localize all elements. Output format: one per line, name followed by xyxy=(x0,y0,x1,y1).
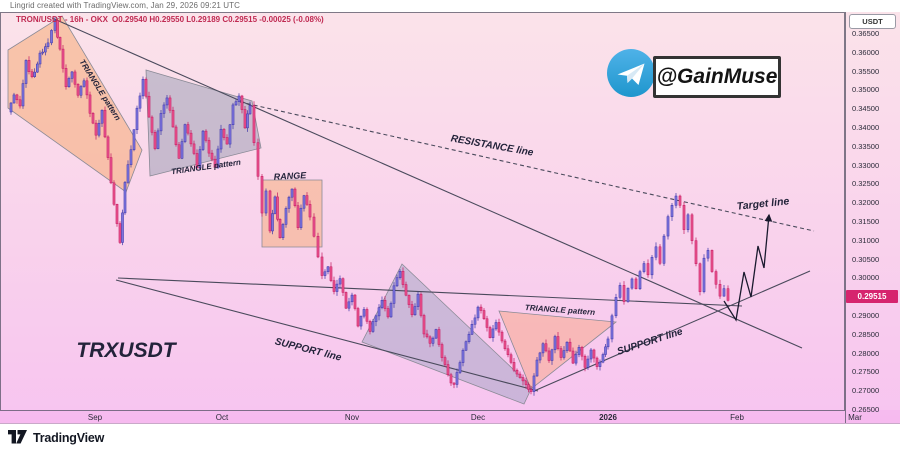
time-axis-strip[interactable] xyxy=(0,410,900,424)
price-tick-0.31000: 0.31000 xyxy=(852,236,880,245)
tradingview-logo-text: TradingView xyxy=(33,430,105,445)
price-tick-0.36500: 0.36500 xyxy=(852,29,880,38)
price-tick-0.34500: 0.34500 xyxy=(852,104,880,113)
candles xyxy=(9,16,730,396)
price-tick-0.35500: 0.35500 xyxy=(852,67,880,76)
price-tick-0.31500: 0.31500 xyxy=(852,217,880,226)
price-tick-0.34000: 0.34000 xyxy=(852,123,880,132)
attribution-text: Lingrid created with TradingView.com, Ja… xyxy=(10,1,240,10)
price-tick-0.33500: 0.33500 xyxy=(852,142,880,151)
footer-bar: TradingView xyxy=(0,424,900,455)
time-tick-Dec: Dec xyxy=(470,413,486,422)
price-tick-0.28500: 0.28500 xyxy=(852,330,880,339)
currency-toggle-button[interactable]: USDT xyxy=(849,14,896,29)
time-tick-Feb: Feb xyxy=(730,413,744,422)
price-tick-0.35000: 0.35000 xyxy=(852,85,880,94)
price-tick-0.33000: 0.33000 xyxy=(852,161,880,170)
price-tick-0.29000: 0.29000 xyxy=(852,311,880,320)
label-symbol-watermark: TRXUSDT xyxy=(76,339,176,362)
time-tick-Sep: Sep xyxy=(87,413,103,422)
price-tick-0.30500: 0.30500 xyxy=(852,255,880,264)
ticker-line: TRON/USDT - 16h - OKX O0.29540 H0.29550 L… xyxy=(16,15,328,24)
support-descending-line[interactable] xyxy=(115,279,539,392)
time-tick-Mar: Mar xyxy=(848,413,862,422)
tradingview-logo-icon xyxy=(8,430,27,444)
price-tick-0.27500: 0.27500 xyxy=(852,367,880,376)
price-tick-0.26500: 0.26500 xyxy=(852,405,880,414)
price-tick-0.28000: 0.28000 xyxy=(852,349,880,358)
support-ascending-line[interactable] xyxy=(533,270,811,392)
minor-support-line[interactable] xyxy=(117,277,743,307)
time-tick-Nov: Nov xyxy=(344,413,360,422)
time-tick-Oct: Oct xyxy=(215,413,229,422)
price-tick-0.36000: 0.36000 xyxy=(852,48,880,57)
time-tick-2026: 2026 xyxy=(599,413,617,422)
projection-zigzag-arrow[interactable] xyxy=(723,213,773,322)
price-tick-0.32500: 0.32500 xyxy=(852,179,880,188)
resistance-dashed-line[interactable] xyxy=(239,101,815,232)
price-tick-0.30000: 0.30000 xyxy=(852,273,880,282)
plot-border xyxy=(0,12,845,411)
telegram-icon xyxy=(604,46,658,105)
ticker-symbol: TRON/USDT - 16h - OKX xyxy=(16,15,109,24)
price-tick-0.27000: 0.27000 xyxy=(852,386,880,395)
label-range: RANGE xyxy=(273,170,307,182)
price-tick-0.32000: 0.32000 xyxy=(852,198,880,207)
resistance-trendline[interactable] xyxy=(51,17,803,349)
last-price-badge: 0.29515 xyxy=(846,289,898,303)
ticker-ohlc-values: O0.29540 H0.29550 L0.29189 C0.29515 -0.0… xyxy=(112,15,324,24)
tradingview-logo[interactable]: TradingView xyxy=(8,430,104,445)
channel-handle-badge: @GainMuse xyxy=(653,56,781,98)
